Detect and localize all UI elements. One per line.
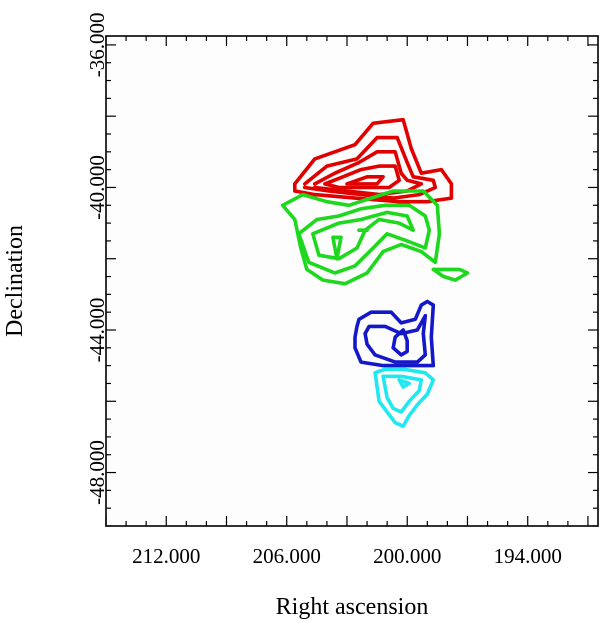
y-axis-title: Declination <box>2 225 28 337</box>
x-axis-ticks <box>105 36 589 526</box>
contour-1-1 <box>296 203 432 275</box>
contour-1-3 <box>331 235 343 261</box>
y-tick-label: -36.000 <box>85 13 109 78</box>
y-axis-tick-labels: -36.000 -40.000 -44.000 -48.000 <box>85 13 109 505</box>
x-tick-label: 212.000 <box>132 544 200 568</box>
contour-2-1 <box>363 313 428 364</box>
contour-2-2 <box>391 328 410 357</box>
x-axis-title: Right ascension <box>276 594 429 620</box>
x-axis-tick-labels: 212.000 206.000 200.000 194.000 <box>132 544 562 568</box>
contour-0-2 <box>312 150 424 197</box>
contour-3-0 <box>373 367 436 429</box>
contour-0-0 <box>292 117 454 204</box>
contour-layer <box>280 117 470 429</box>
y-axis-ticks <box>106 44 598 527</box>
contour-1-5 <box>431 267 470 282</box>
x-tick-label: 200.000 <box>373 544 441 568</box>
contour-2-0 <box>353 299 436 368</box>
x-tick-label: 194.000 <box>494 544 562 568</box>
contour-1-2 <box>310 210 416 261</box>
y-tick-label: -40.000 <box>85 155 109 220</box>
x-tick-label: 206.000 <box>253 544 321 568</box>
contour-3-1 <box>381 374 424 414</box>
y-tick-label: -44.000 <box>85 298 109 363</box>
y-tick-label: -48.000 <box>85 440 109 505</box>
contour-3-2 <box>397 378 412 389</box>
contour-0-1 <box>302 135 438 200</box>
plot-frame <box>105 35 599 527</box>
contour-0-3 <box>323 164 402 190</box>
contour-0-4 <box>345 175 385 186</box>
contour-1-0 <box>280 189 442 286</box>
